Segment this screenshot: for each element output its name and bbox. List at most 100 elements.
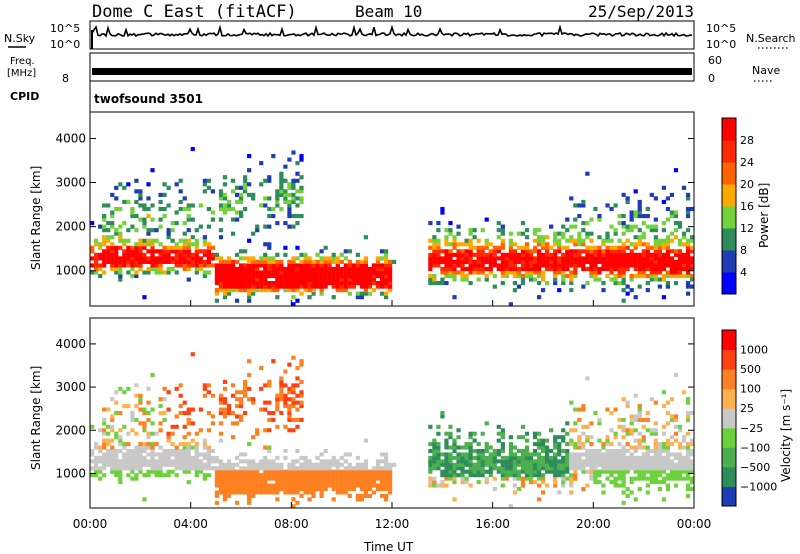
velocity-cell bbox=[561, 483, 566, 488]
power-cell bbox=[110, 266, 115, 272]
power-cell bbox=[359, 291, 364, 296]
velocity-cell bbox=[194, 445, 199, 450]
velocity-cell bbox=[456, 473, 461, 478]
velocity-cell bbox=[645, 476, 650, 481]
power-cell bbox=[452, 277, 457, 282]
power-cell bbox=[311, 273, 316, 279]
power-cell bbox=[545, 256, 550, 261]
velocity-cell bbox=[355, 469, 360, 474]
velocity-cell bbox=[182, 452, 187, 457]
power-cell bbox=[118, 270, 123, 275]
velocity-cell bbox=[190, 445, 195, 450]
power-cell bbox=[601, 266, 606, 272]
velocity-cell bbox=[573, 445, 578, 450]
velocity-cell bbox=[681, 459, 687, 464]
velocity-cell bbox=[383, 483, 389, 488]
velocity-cell bbox=[565, 459, 570, 464]
velocity-cell bbox=[645, 469, 650, 474]
power-cell bbox=[210, 263, 216, 268]
velocity-cell bbox=[685, 493, 691, 498]
power-cell bbox=[637, 228, 642, 233]
velocity-cell bbox=[617, 424, 622, 429]
velocity-cell bbox=[484, 462, 489, 467]
power-cell bbox=[689, 206, 695, 212]
velocity-cell bbox=[585, 469, 590, 474]
power-cell bbox=[150, 238, 155, 243]
power-cell bbox=[452, 295, 457, 300]
power-cell bbox=[367, 277, 373, 282]
power-cell bbox=[657, 245, 662, 250]
power-cell bbox=[685, 270, 691, 275]
velocity-cell bbox=[685, 469, 691, 474]
power-cell bbox=[665, 242, 671, 247]
velocity-cell bbox=[134, 417, 139, 422]
power-cell bbox=[673, 273, 679, 279]
velocity-cell bbox=[190, 462, 195, 467]
power-cell bbox=[665, 252, 671, 257]
velocity-cell bbox=[243, 469, 248, 474]
velocity-cell bbox=[331, 462, 336, 467]
velocity-cell bbox=[661, 424, 666, 429]
velocity-cell bbox=[617, 462, 622, 467]
power-cell bbox=[681, 242, 687, 247]
velocity-cell bbox=[553, 438, 558, 443]
power-cell bbox=[508, 238, 513, 243]
velocity-cell bbox=[275, 397, 280, 402]
velocity-cell bbox=[234, 414, 240, 419]
velocity-cell bbox=[452, 473, 457, 478]
power-cell bbox=[118, 266, 123, 272]
power-cell bbox=[569, 263, 574, 268]
power-cell bbox=[351, 266, 356, 272]
velocity-cell bbox=[549, 469, 554, 474]
velocity-cell bbox=[428, 483, 433, 488]
velocity-cell bbox=[222, 473, 228, 478]
power-cell bbox=[468, 238, 473, 243]
velocity-cell bbox=[218, 473, 224, 478]
velocity-cell bbox=[267, 483, 272, 488]
velocity-cell bbox=[271, 490, 276, 495]
power-cell bbox=[617, 252, 622, 257]
velocity-cell bbox=[259, 473, 264, 478]
velocity-cell bbox=[617, 417, 622, 422]
velocity-cell bbox=[524, 438, 530, 443]
velocity-cell bbox=[154, 442, 159, 447]
power-cell bbox=[452, 273, 457, 279]
velocity-cell bbox=[363, 480, 369, 485]
power-cell bbox=[122, 242, 127, 247]
power-cell bbox=[166, 259, 171, 264]
velocity-cell bbox=[267, 476, 272, 481]
power-colorbar-frame bbox=[721, 117, 737, 295]
power-cell bbox=[440, 281, 445, 286]
power-cell bbox=[516, 273, 522, 279]
power-ytick-label: 3000 bbox=[55, 176, 86, 190]
power-cell bbox=[553, 235, 558, 240]
power-cell bbox=[633, 259, 638, 264]
velocity-cell bbox=[335, 462, 340, 467]
power-cell bbox=[633, 213, 638, 219]
velocity-cell bbox=[186, 417, 191, 422]
velocity-cell bbox=[178, 404, 183, 409]
velocity-cell bbox=[569, 452, 574, 457]
velocity-cell bbox=[102, 459, 107, 464]
x-tick-label: 00:00 bbox=[677, 517, 712, 531]
velocity-cell bbox=[621, 462, 626, 467]
power-cell bbox=[665, 281, 671, 286]
velocity-cell bbox=[247, 466, 252, 471]
velocity-cell bbox=[468, 442, 473, 447]
velocity-cell bbox=[363, 469, 369, 474]
velocity-cell bbox=[218, 397, 224, 402]
power-cell bbox=[226, 206, 232, 212]
power-cell bbox=[267, 196, 272, 201]
velocity-cell bbox=[573, 407, 578, 412]
power-cell bbox=[609, 277, 614, 282]
velocity-cell bbox=[657, 459, 662, 464]
power-cell bbox=[629, 217, 634, 222]
velocity-cell bbox=[114, 431, 119, 436]
velocity-cell bbox=[307, 459, 312, 464]
velocity-cell bbox=[685, 483, 691, 488]
velocity-cell bbox=[452, 442, 457, 447]
power-cell bbox=[617, 256, 622, 261]
power-cell bbox=[218, 281, 224, 286]
power-cell bbox=[371, 273, 377, 279]
power-cell bbox=[218, 196, 224, 201]
